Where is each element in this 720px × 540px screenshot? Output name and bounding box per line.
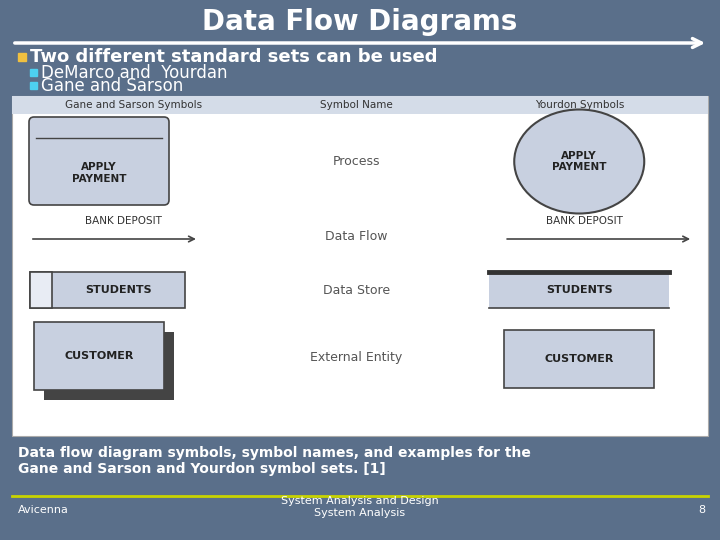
Ellipse shape <box>514 110 644 213</box>
Bar <box>30 69 37 76</box>
Text: 8: 8 <box>698 505 705 515</box>
Text: Data Flow: Data Flow <box>325 230 388 243</box>
Text: Symbol Name: Symbol Name <box>320 100 393 110</box>
Text: STUDENTS: STUDENTS <box>546 285 613 295</box>
Bar <box>34 322 164 390</box>
Text: System Analysis and Design
System Analysis: System Analysis and Design System Analys… <box>281 496 439 518</box>
Text: Avicenna: Avicenna <box>18 505 69 515</box>
Bar <box>12 96 708 114</box>
Text: Gane and Sarson: Gane and Sarson <box>41 77 184 95</box>
Bar <box>504 330 654 388</box>
Text: Data Flow Diagrams: Data Flow Diagrams <box>202 8 518 36</box>
Bar <box>18 53 26 61</box>
Text: External Entity: External Entity <box>310 350 402 363</box>
Text: BANK DEPOSIT: BANK DEPOSIT <box>86 216 162 226</box>
FancyBboxPatch shape <box>29 117 169 205</box>
Text: CUSTOMER: CUSTOMER <box>544 354 614 364</box>
Bar <box>44 332 174 400</box>
Text: APPLY
PAYMENT: APPLY PAYMENT <box>552 151 606 172</box>
Bar <box>12 96 708 436</box>
Text: Gane and Sarson Symbols: Gane and Sarson Symbols <box>66 100 202 110</box>
Text: CUSTOMER: CUSTOMER <box>64 351 134 361</box>
Text: APPLY
PAYMENT: APPLY PAYMENT <box>72 162 126 184</box>
Bar <box>490 272 670 308</box>
Text: Data flow diagram symbols, symbol names, and examples for the
Gane and Sarson an: Data flow diagram symbols, symbol names,… <box>18 446 531 476</box>
Text: Yourdon Symbols: Yourdon Symbols <box>534 100 624 110</box>
Text: STUDENTS: STUDENTS <box>85 285 152 295</box>
Text: Two different standard sets can be used: Two different standard sets can be used <box>30 48 438 66</box>
Text: BANK DEPOSIT: BANK DEPOSIT <box>546 216 623 226</box>
Text: Process: Process <box>333 155 380 168</box>
Bar <box>30 272 185 308</box>
Text: DeMarco and  Yourdan: DeMarco and Yourdan <box>41 64 228 82</box>
Text: Data Store: Data Store <box>323 284 390 296</box>
Bar <box>30 272 52 308</box>
Bar <box>30 82 37 89</box>
